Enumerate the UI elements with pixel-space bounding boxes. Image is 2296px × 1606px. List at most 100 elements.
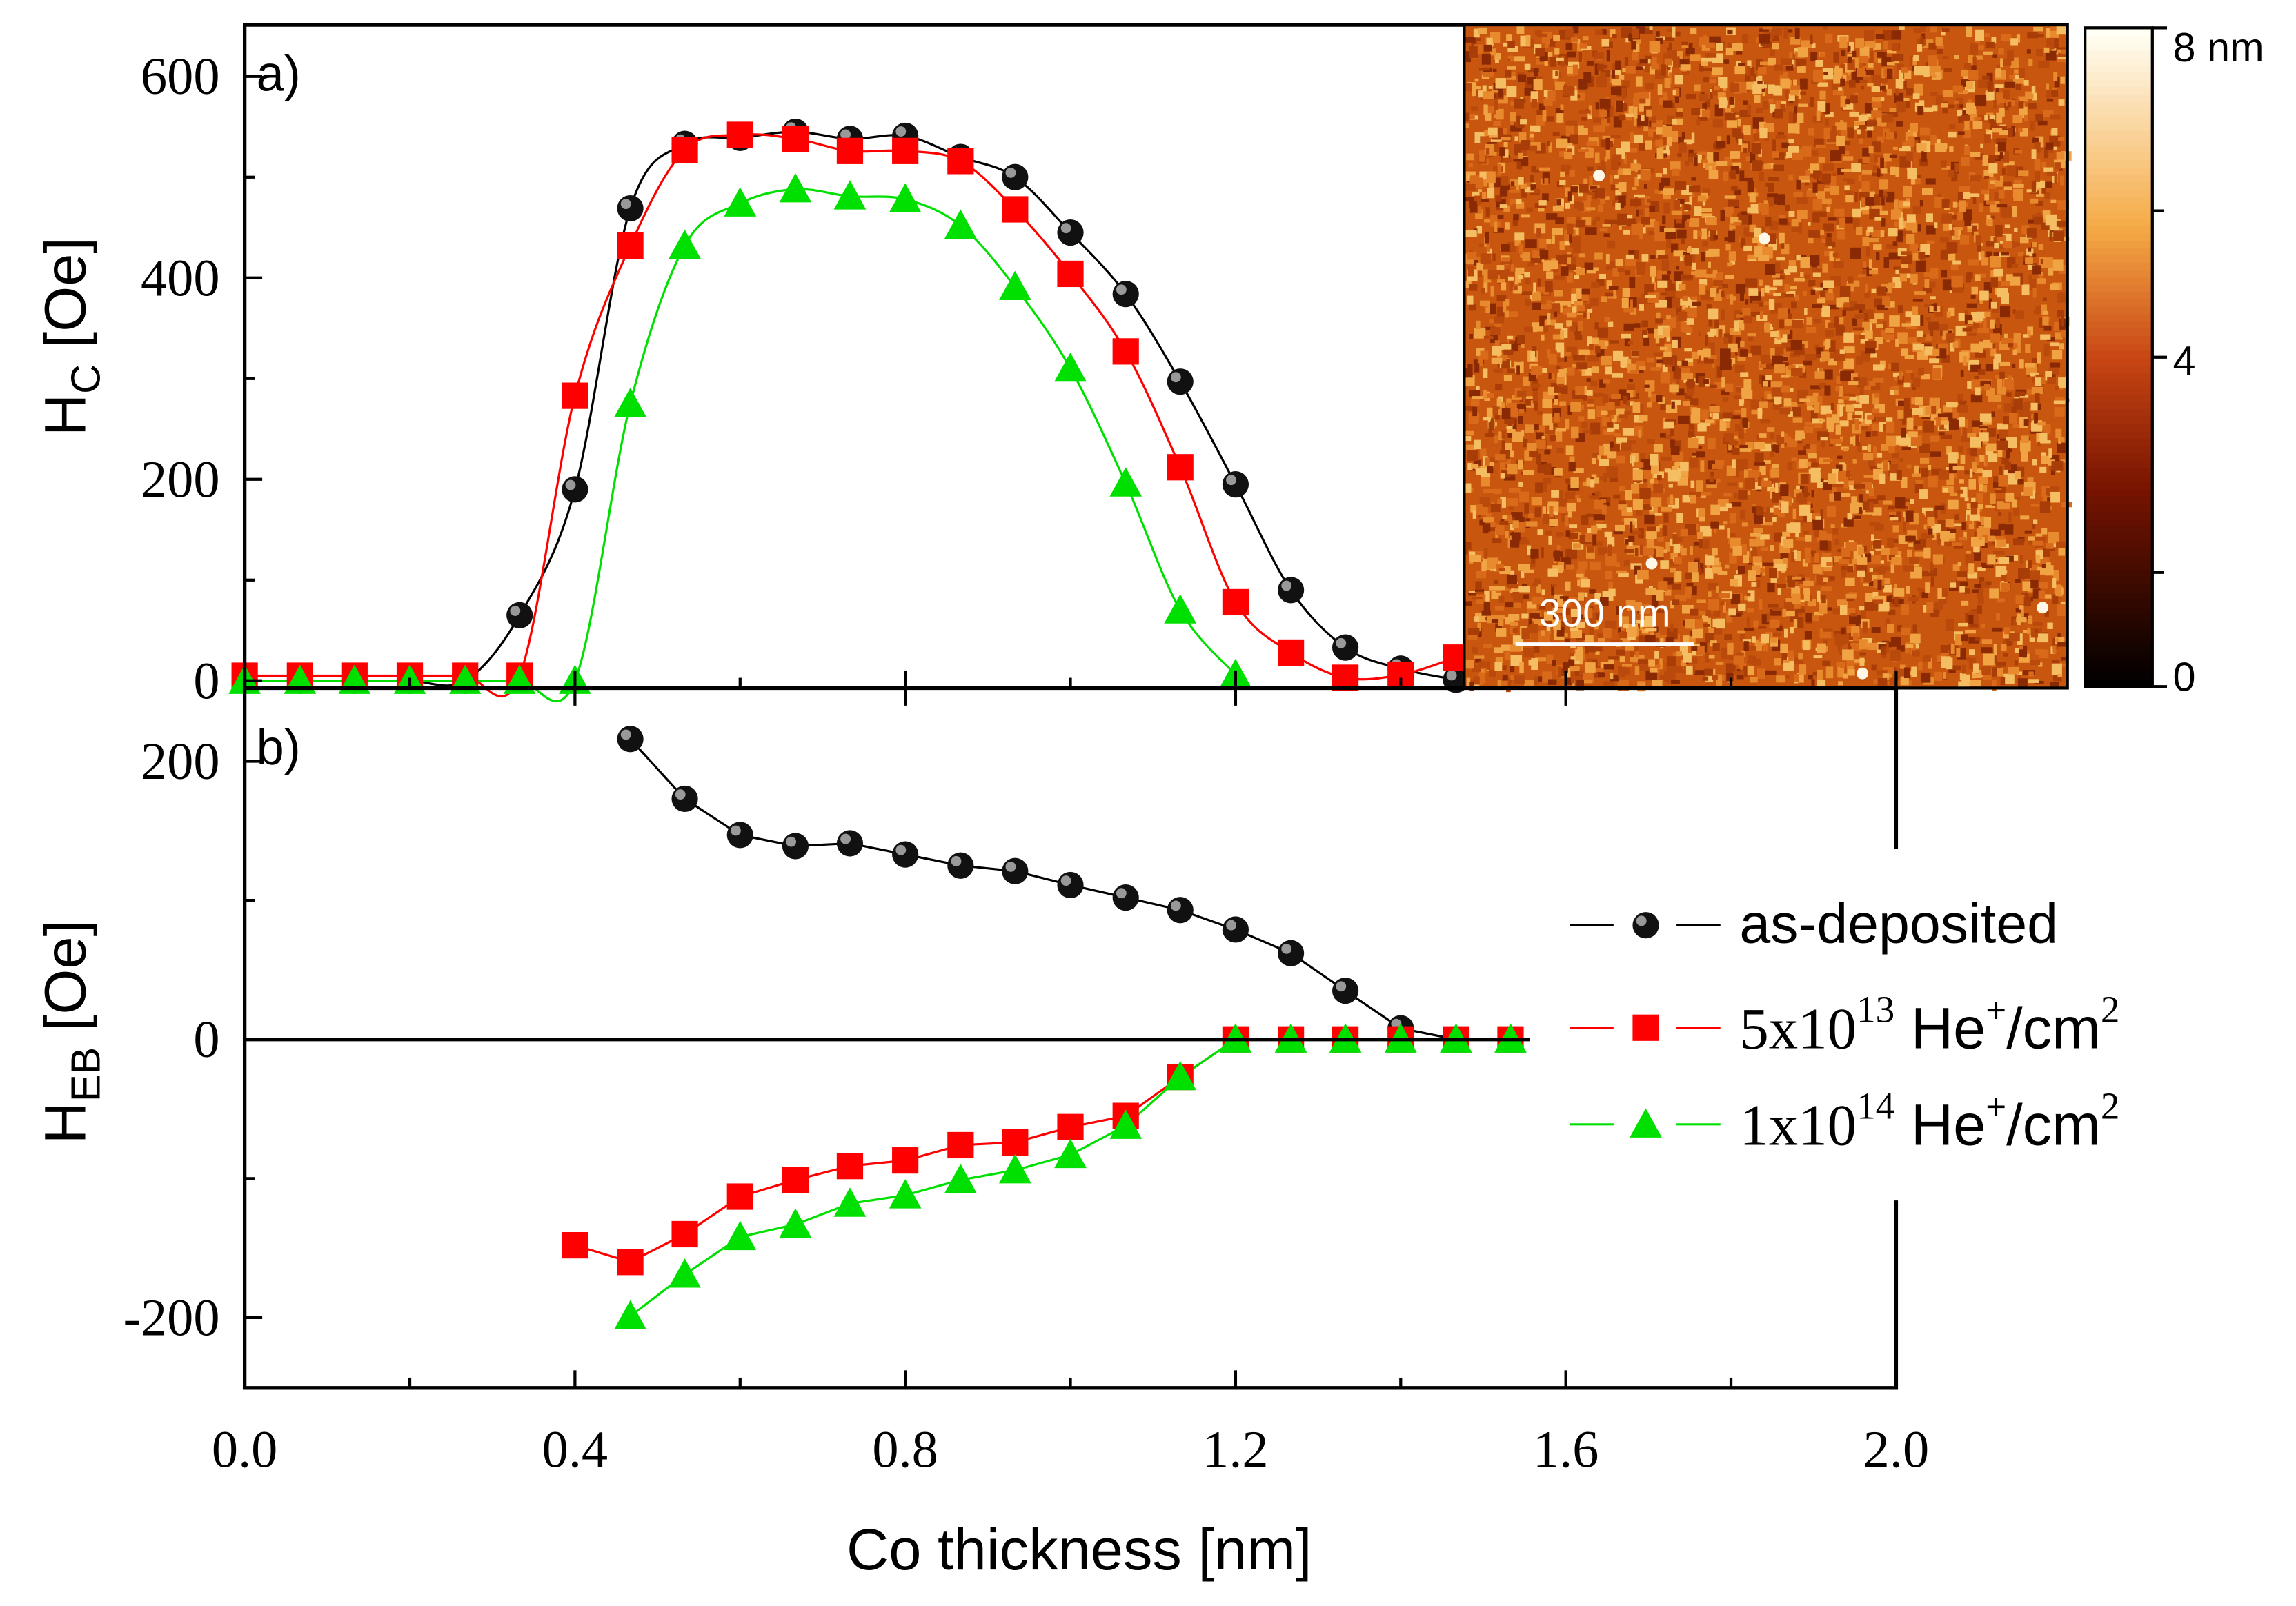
- colorbar: [2085, 28, 2152, 688]
- data-point-sphere: [617, 195, 644, 222]
- data-point-triangle: [779, 1208, 812, 1238]
- axis-ticks: [243, 75, 1898, 1388]
- panel-label-a: a): [257, 47, 301, 102]
- data-point-sphere: [1002, 163, 1029, 190]
- data-point-sphere: [671, 785, 698, 813]
- data-point-square: [1057, 1113, 1084, 1140]
- legend-item-as-deposited: as-deposited: [1570, 893, 2058, 955]
- data-point-sphere: [1057, 219, 1084, 246]
- data-point-triangle: [1054, 1138, 1087, 1169]
- series-line-0-0: [244, 130, 1456, 687]
- scale-bar-label: 300 nm: [1539, 591, 1671, 635]
- data-point-square: [617, 232, 644, 259]
- data-point-square: [671, 137, 698, 163]
- data-point-square: [1277, 639, 1305, 666]
- series-line-1-1: [574, 1038, 1511, 1264]
- x-tick-label: 2.0: [1863, 1420, 1929, 1478]
- y-tick-label: 200: [141, 732, 220, 791]
- sphere-icon: [1632, 912, 1659, 939]
- data-point-triangle: [614, 1300, 646, 1330]
- series-line-1-2: [629, 1038, 1511, 1318]
- data-point-triangle: [779, 172, 812, 203]
- data-point-square: [947, 1131, 974, 1159]
- data-point-square: [892, 137, 919, 164]
- data-point-triangle: [1054, 352, 1087, 382]
- data-point-triangle: [1164, 1060, 1197, 1091]
- data-curves: [244, 130, 1511, 1318]
- data-point-sphere: [782, 833, 809, 860]
- data-point-triangle: [998, 1153, 1031, 1184]
- x-tick-label: 1.2: [1203, 1420, 1268, 1478]
- data-point-triangle: [724, 187, 757, 217]
- data-point-sphere: [1057, 871, 1084, 899]
- x-tick-label: 0.8: [872, 1420, 938, 1478]
- data-point-triangle: [1164, 594, 1197, 624]
- series-line-0-2: [244, 188, 1237, 703]
- data-point-square: [1112, 338, 1139, 365]
- data-point-sphere: [1002, 857, 1029, 884]
- data-point-sphere: [562, 476, 588, 503]
- data-point-triangle: [724, 1220, 757, 1251]
- data-point-sphere: [1167, 368, 1194, 395]
- data-point-triangle: [833, 1187, 867, 1217]
- data-point-triangle: [669, 1258, 701, 1288]
- data-point-square: [726, 121, 753, 148]
- panel-label-b: b): [257, 720, 301, 775]
- data-point-triangle: [944, 1164, 977, 1193]
- legend-item-1e14: 1x1014 He+/cm2: [1570, 1084, 2119, 1158]
- series-line-0-1: [244, 133, 1456, 698]
- data-point-square: [836, 137, 864, 164]
- data-point-square: [1002, 1129, 1029, 1156]
- data-point-sphere: [892, 841, 919, 868]
- legend-label: 1x1014 He+/cm2: [1739, 1084, 2119, 1158]
- data-point-sphere: [726, 822, 753, 849]
- data-point-sphere: [1332, 634, 1359, 661]
- y-tick-label: 0: [193, 1010, 219, 1069]
- data-point-triangle: [889, 183, 922, 213]
- tick-labels: 0 200 400 600 -200 0 200 0.0 0.4 0.8 1.2 1.6 2.0: [123, 47, 1930, 1478]
- data-point-sphere: [617, 726, 644, 753]
- data-point-square: [1057, 260, 1084, 288]
- afm-inset-image: [1464, 25, 2072, 693]
- data-point-sphere: [1222, 916, 1249, 943]
- data-point-square: [1167, 454, 1194, 481]
- data-point-triangle: [614, 387, 646, 417]
- data-point-sphere: [947, 852, 974, 879]
- data-point-triangle: [944, 209, 977, 239]
- y-tick-label: 400: [141, 248, 220, 307]
- data-point-square: [892, 1147, 919, 1174]
- data-point-triangle: [1109, 467, 1142, 497]
- data-point-triangle: [669, 229, 701, 259]
- x-tick-label: 0.0: [212, 1420, 277, 1478]
- data-point-square: [1002, 196, 1029, 223]
- y-tick-label: 600: [141, 47, 220, 106]
- data-point-sphere: [506, 602, 533, 628]
- x-tick-label: 1.6: [1533, 1420, 1599, 1478]
- legend-label: as-deposited: [1739, 893, 2058, 955]
- colorbar-tick-4: 4: [2173, 337, 2196, 384]
- y-tick-label: -200: [123, 1288, 220, 1347]
- data-point-triangle: [1109, 1109, 1142, 1139]
- legend: as-deposited 5x1013 He+/cm2 1x1014 He+/c…: [1534, 864, 2223, 1193]
- data-point-sphere: [1277, 940, 1305, 966]
- legend-label: 5x1013 He+/cm2: [1739, 988, 2119, 1061]
- y-tick-label: 200: [141, 450, 220, 508]
- data-point-sphere: [1112, 884, 1139, 911]
- y-tick-label: 0: [193, 651, 219, 710]
- data-point-triangle: [889, 1179, 922, 1209]
- data-point-square: [947, 148, 974, 175]
- data-markers: [228, 118, 1527, 1330]
- data-point-sphere: [1167, 897, 1194, 924]
- data-point-square: [726, 1183, 753, 1210]
- legend-marker-square: [1632, 1014, 1659, 1041]
- data-point-sphere: [1222, 470, 1249, 498]
- data-point-square: [562, 1232, 588, 1259]
- data-point-square: [562, 382, 588, 409]
- data-point-square: [617, 1249, 644, 1276]
- y-axis-label-heb: HEB [Oe]: [32, 920, 108, 1144]
- legend-item-5e13: 5x1013 He+/cm2: [1570, 988, 2119, 1061]
- data-point-square: [782, 1167, 809, 1193]
- colorbar-tick-8: 8 nm: [2173, 24, 2264, 70]
